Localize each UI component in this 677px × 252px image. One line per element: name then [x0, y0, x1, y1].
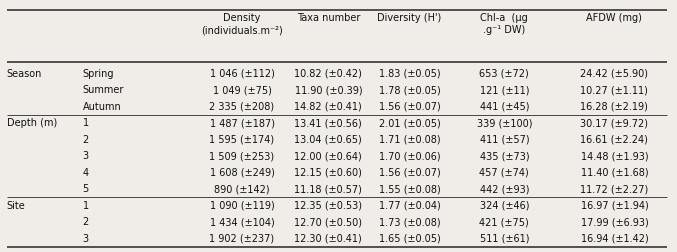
Text: 1.55 (±0.08): 1.55 (±0.08) — [378, 184, 441, 194]
Text: 121 (±11): 121 (±11) — [479, 85, 529, 95]
Text: 2.01 (±0.05): 2.01 (±0.05) — [378, 118, 441, 128]
Text: 12.00 (±0.64): 12.00 (±0.64) — [294, 151, 362, 161]
Text: 2: 2 — [83, 217, 89, 227]
Text: 16.94 (±1.42): 16.94 (±1.42) — [580, 234, 649, 244]
Text: 16.61 (±2.24): 16.61 (±2.24) — [580, 135, 649, 145]
Text: Diversity (H'): Diversity (H') — [378, 13, 441, 23]
Text: Season: Season — [7, 69, 42, 79]
Text: 890 (±142): 890 (±142) — [214, 184, 270, 194]
Text: 1 434 (±104): 1 434 (±104) — [210, 217, 274, 227]
Text: Autumn: Autumn — [83, 102, 121, 112]
Text: 1 902 (±237): 1 902 (±237) — [209, 234, 275, 244]
Text: 1: 1 — [83, 118, 89, 128]
Text: 1 595 (±174): 1 595 (±174) — [209, 135, 275, 145]
Text: 10.82 (±0.42): 10.82 (±0.42) — [294, 69, 362, 79]
Text: 11.72 (±2.27): 11.72 (±2.27) — [580, 184, 649, 194]
Text: 30.17 (±9.72): 30.17 (±9.72) — [580, 118, 649, 128]
Text: 12.35 (±0.53): 12.35 (±0.53) — [294, 201, 362, 211]
Text: 1 487 (±187): 1 487 (±187) — [209, 118, 275, 128]
Text: 339 (±100): 339 (±100) — [477, 118, 532, 128]
Text: 1.83 (±0.05): 1.83 (±0.05) — [378, 69, 441, 79]
Text: 1 090 (±119): 1 090 (±119) — [210, 201, 274, 211]
Text: 3: 3 — [83, 151, 89, 161]
Text: 10.27 (±1.11): 10.27 (±1.11) — [580, 85, 649, 95]
Text: 11.40 (±1.68): 11.40 (±1.68) — [581, 168, 648, 178]
Text: 1 608 (±249): 1 608 (±249) — [210, 168, 274, 178]
Text: Chl-a  (μg
.g⁻¹ DW): Chl-a (μg .g⁻¹ DW) — [481, 13, 528, 35]
Text: 411 (±57): 411 (±57) — [479, 135, 529, 145]
Text: 16.97 (±1.94): 16.97 (±1.94) — [580, 201, 649, 211]
Text: 435 (±73): 435 (±73) — [479, 151, 529, 161]
Text: 4: 4 — [83, 168, 89, 178]
Text: 1: 1 — [83, 201, 89, 211]
Text: 1.70 (±0.06): 1.70 (±0.06) — [378, 151, 441, 161]
Text: 1.73 (±0.08): 1.73 (±0.08) — [378, 217, 441, 227]
Text: 1.65 (±0.05): 1.65 (±0.05) — [378, 234, 441, 244]
Text: 17.99 (±6.93): 17.99 (±6.93) — [580, 217, 649, 227]
Text: 1 046 (±112): 1 046 (±112) — [210, 69, 274, 79]
Text: 1.56 (±0.07): 1.56 (±0.07) — [378, 168, 441, 178]
Text: 12.15 (±0.60): 12.15 (±0.60) — [294, 168, 362, 178]
Text: 1.78 (±0.05): 1.78 (±0.05) — [378, 85, 441, 95]
Text: 11.90 (±0.39): 11.90 (±0.39) — [294, 85, 362, 95]
Text: Depth (m): Depth (m) — [7, 118, 57, 128]
Text: 13.41 (±0.56): 13.41 (±0.56) — [294, 118, 362, 128]
Text: 16.28 (±2.19): 16.28 (±2.19) — [580, 102, 649, 112]
Text: 2 335 (±208): 2 335 (±208) — [209, 102, 275, 112]
Text: 1 049 (±75): 1 049 (±75) — [213, 85, 271, 95]
Text: 11.18 (±0.57): 11.18 (±0.57) — [294, 184, 362, 194]
Text: 1 509 (±253): 1 509 (±253) — [209, 151, 275, 161]
Text: Spring: Spring — [83, 69, 114, 79]
Text: 653 (±72): 653 (±72) — [479, 69, 529, 79]
Text: 14.82 (±0.41): 14.82 (±0.41) — [294, 102, 362, 112]
Text: 1.71 (±0.08): 1.71 (±0.08) — [378, 135, 441, 145]
Text: AFDW (mg): AFDW (mg) — [586, 13, 642, 23]
Text: 12.70 (±0.50): 12.70 (±0.50) — [294, 217, 362, 227]
Text: Taxa number: Taxa number — [297, 13, 360, 23]
Text: 511 (±61): 511 (±61) — [479, 234, 529, 244]
Text: 442 (±93): 442 (±93) — [479, 184, 529, 194]
Text: 24.42 (±5.90): 24.42 (±5.90) — [580, 69, 649, 79]
Text: 3: 3 — [83, 234, 89, 244]
Text: 1.56 (±0.07): 1.56 (±0.07) — [378, 102, 441, 112]
Text: 14.48 (±1.93): 14.48 (±1.93) — [581, 151, 648, 161]
Text: 5: 5 — [83, 184, 89, 194]
Text: 457 (±74): 457 (±74) — [479, 168, 529, 178]
Text: 12.30 (±0.41): 12.30 (±0.41) — [294, 234, 362, 244]
Text: 13.04 (±0.65): 13.04 (±0.65) — [294, 135, 362, 145]
Text: 2: 2 — [83, 135, 89, 145]
Text: 441 (±45): 441 (±45) — [479, 102, 529, 112]
Text: Site: Site — [7, 201, 26, 211]
Text: Density
(individuals.m⁻²): Density (individuals.m⁻²) — [201, 13, 283, 35]
Text: 324 (±46): 324 (±46) — [479, 201, 529, 211]
Text: Summer: Summer — [83, 85, 124, 95]
Text: 1.77 (±0.04): 1.77 (±0.04) — [378, 201, 441, 211]
Text: 421 (±75): 421 (±75) — [479, 217, 529, 227]
